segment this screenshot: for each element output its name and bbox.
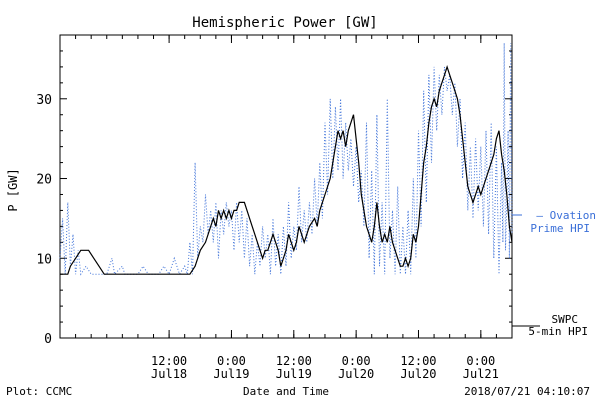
y-tick-label-1: 10 [36, 252, 52, 267]
x-tick-time-label-2: 12:00 [276, 354, 312, 368]
x-tick-time-label-3: 0:00 [342, 354, 371, 368]
x-tick-time-label-0: 12:00 [151, 354, 187, 368]
series-line-ovation-prime-hpi [59, 42, 513, 276]
plot-frame [59, 34, 513, 339]
y-tick-label-0: 0 [44, 332, 52, 347]
x-tick-date-label-1: Jul19 [213, 367, 249, 381]
x-tick-date-label-2: Jul19 [276, 367, 312, 381]
x-tick-date-label-4: Jul20 [400, 367, 436, 381]
series-line-swpc-5-min-hpi [60, 64, 513, 275]
chart-title: Hemispheric Power [GW] [192, 15, 377, 31]
y-tick-label-2: 20 [36, 173, 52, 188]
legend-swpc-label-1: SWPC [552, 313, 579, 326]
y-tick-label-3: 30 [36, 93, 52, 108]
x-tick-date-label-0: Jul18 [151, 367, 187, 381]
x-tick-date-label-3: Jul20 [338, 367, 374, 381]
x-tick-date-label-5: Jul21 [463, 367, 499, 381]
footer-plot-source: Plot: CCMC [6, 385, 72, 398]
x-tick-time-label-5: 0:00 [466, 354, 495, 368]
legend-swpc-label-2: 5-min HPI [528, 325, 588, 338]
x-tick-time-label-1: 0:00 [217, 354, 246, 368]
legend-ovation-label-2: Prime HPI [530, 222, 590, 235]
y-axis-title: P [GW] [6, 168, 20, 211]
footer-timestamp: 2018/07/21 04:10:07 [464, 385, 590, 398]
x-tick-time-label-4: 12:00 [400, 354, 436, 368]
footer-x-axis-title: Date and Time [243, 385, 329, 398]
legend-ovation-label-1: — Ovation [536, 209, 596, 222]
